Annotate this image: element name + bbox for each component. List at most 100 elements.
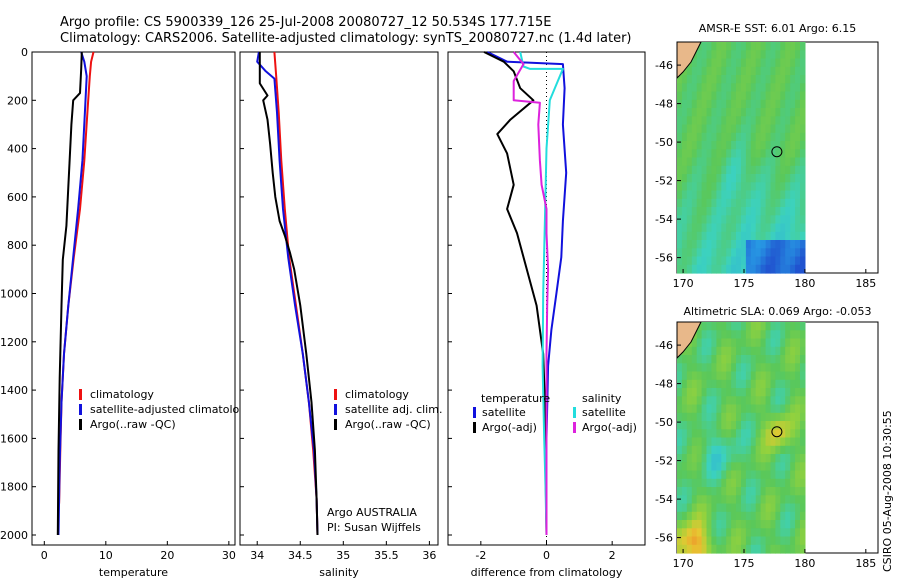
- x-tick-label: 34.5: [288, 549, 313, 562]
- map-cell: [686, 190, 693, 200]
- map-cell: [750, 379, 757, 389]
- map-cell: [736, 132, 742, 142]
- map-cell: [731, 404, 737, 414]
- map-cell: [780, 355, 786, 364]
- map-cell: [795, 429, 801, 439]
- map-cell: [770, 149, 776, 159]
- map-cell: [790, 124, 796, 134]
- map-cell: [750, 388, 757, 397]
- map-cell: [750, 75, 757, 84]
- map-cell: [681, 157, 688, 167]
- map-cell: [741, 58, 747, 68]
- map-cell: [691, 355, 698, 364]
- map-cell: [765, 108, 772, 117]
- map-cell: [775, 75, 781, 84]
- map-cell: [701, 58, 708, 68]
- map-cell: [745, 396, 752, 406]
- map-cell: [780, 437, 786, 447]
- map-cell: [691, 454, 698, 463]
- map-cell: [716, 371, 722, 381]
- map-cell: [790, 132, 796, 142]
- map-cell: [775, 83, 781, 93]
- series-line-1: [483, 51, 548, 536]
- map-cell: [701, 338, 708, 348]
- map-cell: [677, 536, 683, 546]
- map-cell: [691, 231, 698, 241]
- map-cell: [677, 231, 683, 241]
- map-cell: [765, 91, 772, 101]
- map-cell: [765, 248, 772, 258]
- map-cell: [785, 116, 791, 126]
- legend-title-temperature: temperature: [481, 392, 550, 405]
- map-cell: [721, 338, 727, 348]
- map-cell: [691, 544, 698, 554]
- map-cell: [686, 182, 693, 192]
- map-cell: [681, 478, 688, 488]
- x-tick-label: 35: [336, 549, 350, 562]
- map-cell: [755, 132, 762, 142]
- map-cell: [770, 371, 776, 381]
- map-cell: [716, 421, 722, 430]
- map-cell: [721, 149, 727, 159]
- map-cell: [736, 58, 742, 68]
- map-cell: [741, 487, 747, 496]
- map-cell: [741, 322, 747, 331]
- map-cell: [711, 42, 717, 51]
- map-cell: [760, 338, 767, 348]
- map-cell: [765, 511, 772, 521]
- map-cell: [736, 396, 742, 406]
- map-cell: [790, 544, 796, 554]
- map-cell: [745, 231, 752, 241]
- map-cell: [760, 520, 767, 529]
- map-cell: [755, 182, 762, 192]
- map-cell: [726, 454, 732, 463]
- map-cell: [706, 544, 712, 554]
- map-cell: [696, 520, 703, 529]
- map-cell: [750, 528, 757, 538]
- map-cell: [716, 495, 722, 505]
- map-cell: [760, 264, 767, 274]
- map-cell: [780, 495, 786, 505]
- map-cell: [755, 536, 762, 546]
- map-cell: [681, 132, 688, 142]
- map-cell: [780, 371, 786, 381]
- map-cell: [775, 379, 781, 389]
- map-cell: [731, 528, 737, 538]
- map-cell: [701, 544, 708, 554]
- map-cell: [701, 157, 708, 167]
- map-cell: [696, 487, 703, 496]
- map-cell: [741, 141, 747, 150]
- map-cell: [775, 182, 781, 192]
- map-cell: [736, 470, 742, 480]
- map-cell: [721, 248, 727, 258]
- map-cell: [681, 75, 688, 84]
- map-cell: [750, 240, 757, 249]
- map-cell: [765, 503, 772, 513]
- map-cell: [686, 503, 693, 513]
- map-cell: [745, 198, 752, 208]
- map-cell: [701, 50, 708, 60]
- map-cell: [711, 338, 717, 348]
- map-cell: [736, 338, 742, 348]
- map-cell: [775, 462, 781, 472]
- map-cell: [750, 487, 757, 496]
- map-cell: [686, 404, 693, 414]
- map-cell: [741, 240, 747, 249]
- map-cell: [731, 116, 737, 126]
- map-cell: [686, 437, 693, 447]
- map-cell: [706, 75, 712, 84]
- map-cell: [716, 412, 722, 422]
- map-cell: [686, 256, 693, 266]
- map-cell: [770, 470, 776, 480]
- map-title: AMSR-E SST: 6.01 Argo: 6.15: [699, 22, 857, 35]
- map-cell: [711, 149, 717, 159]
- map-cell: [721, 495, 727, 505]
- map-cell: [790, 388, 796, 397]
- map-cell: [716, 528, 722, 538]
- map-cell: [795, 536, 801, 546]
- map-cell: [765, 132, 772, 142]
- map-cell: [765, 388, 772, 397]
- map-cell: [716, 215, 722, 225]
- map-cell: [677, 116, 683, 126]
- map-cell: [677, 412, 683, 422]
